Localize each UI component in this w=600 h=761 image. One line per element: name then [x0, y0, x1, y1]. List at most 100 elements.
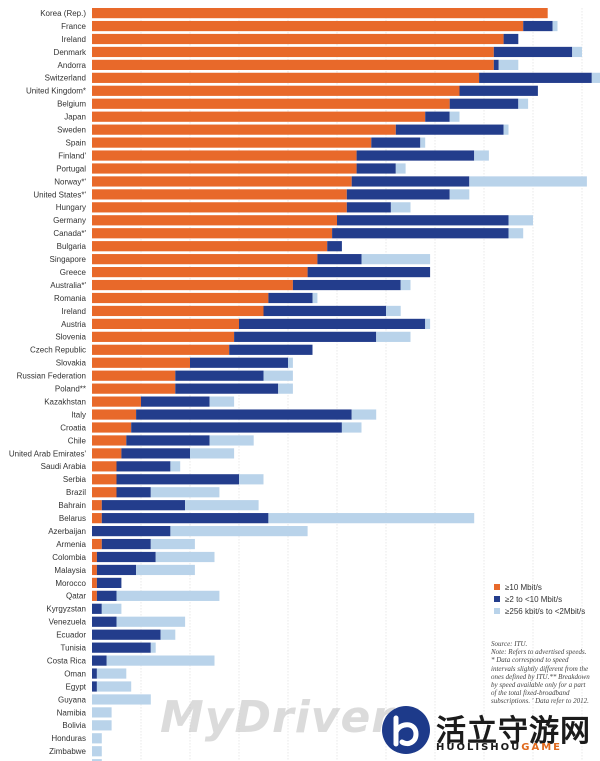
- legend-label-low: ≥256 kbit/s to <2Mbit/s: [505, 607, 585, 616]
- bar-segment-mid: [96, 590, 117, 601]
- bar-segment-low: [239, 474, 264, 485]
- bar-segment-low: [268, 513, 475, 524]
- bar-segment-high: [92, 564, 97, 576]
- country-label: Australia*': [50, 281, 86, 290]
- watermark-mydrivers: MyDrivers: [160, 692, 422, 743]
- huolishou-logo-icon: [382, 706, 430, 754]
- country-label: Tunisia: [61, 644, 87, 653]
- country-label: Japan: [64, 113, 86, 122]
- bar-segment-mid: [503, 33, 519, 45]
- bar-segment-high: [92, 59, 494, 70]
- country-label: Hungary: [56, 203, 86, 212]
- bar-segment-mid: [493, 59, 499, 70]
- bar-segment-high: [92, 305, 264, 317]
- country-label: Denmark: [54, 48, 87, 57]
- bar-segment-high: [92, 241, 328, 252]
- country-label: Chile: [68, 436, 87, 445]
- bar-segment-high: [92, 551, 97, 563]
- country-label: Slovenia: [55, 333, 86, 342]
- bar-segment-mid: [116, 487, 151, 498]
- country-label: United Kingdom*: [26, 87, 86, 96]
- bar-segment-low: [351, 409, 377, 420]
- bar-segment-mid: [92, 681, 97, 692]
- bar-segment-high: [92, 422, 132, 433]
- legend-swatch-mid: [494, 596, 500, 602]
- legend-label-mid: ≥2 to <10 Mbit/s: [505, 595, 562, 604]
- bar-segment-high: [92, 357, 190, 368]
- bar-segment-mid: [395, 124, 504, 135]
- bar-segment-mid: [263, 305, 386, 317]
- bar-segment-low: [390, 202, 411, 213]
- bar-segment-mid: [92, 642, 151, 653]
- bar-segment-high: [92, 33, 504, 45]
- bar-segment-mid: [101, 513, 269, 524]
- bar-segment-low: [190, 448, 235, 459]
- country-label: Zimbabwe: [49, 747, 86, 756]
- bar-segment-mid: [268, 292, 313, 304]
- bar-segment-high: [92, 538, 102, 550]
- bar-segment-low: [150, 538, 195, 550]
- bar-segment-mid: [175, 370, 264, 381]
- country-label: Ireland: [62, 35, 86, 44]
- country-label: Namibia: [57, 708, 87, 717]
- bar-segment-low: [508, 215, 533, 226]
- bar-segment-mid: [317, 254, 362, 265]
- country-label: Russian Federation: [17, 372, 86, 381]
- bar-segment-mid: [175, 383, 279, 394]
- country-label: Kazakhstan: [44, 397, 86, 406]
- bar-segment-low: [449, 111, 460, 122]
- bar-segment-mid: [101, 500, 186, 511]
- bar-segment-mid: [126, 435, 210, 446]
- bar-segment-low: [209, 396, 235, 407]
- bar-segment-high: [92, 448, 122, 459]
- country-labels: Korea (Rep.) France Ireland Denmark Andorra S…: [9, 9, 87, 761]
- bar-segment-low: [209, 435, 254, 446]
- bar-segment-mid: [96, 551, 156, 563]
- bar-segment-mid: [229, 344, 313, 355]
- bar-segment-low: [395, 163, 406, 174]
- bar-segment-mid: [292, 279, 401, 291]
- bar-segment-low: [116, 590, 220, 601]
- bar-segment-low: [160, 629, 176, 640]
- bar-segment-low: [420, 137, 426, 148]
- bar-segment-low: [474, 150, 489, 161]
- bar-segment-mid: [136, 409, 352, 420]
- bar-segment-high: [92, 150, 357, 161]
- country-label: Belgium: [57, 100, 86, 109]
- bar-segment-high: [92, 254, 318, 265]
- bar-segment-high: [92, 189, 347, 200]
- country-label: Singapore: [50, 255, 87, 264]
- bar-segment-mid: [459, 85, 538, 96]
- bar-segment-high: [92, 267, 308, 278]
- bar-segment-low: [92, 707, 112, 718]
- bar-segment-high: [92, 344, 230, 355]
- bar-segment-low: [116, 616, 186, 627]
- bar-segment-low: [106, 655, 215, 666]
- country-label: Ecuador: [56, 631, 86, 640]
- bar-segment-high: [92, 228, 333, 239]
- bar-series: [92, 8, 600, 761]
- bar-segment-mid: [96, 564, 137, 576]
- gridlines: [140, 8, 583, 761]
- bar-segment-mid: [332, 228, 509, 239]
- bar-segment-mid: [234, 331, 377, 342]
- bar-segment-mid: [121, 448, 190, 459]
- bar-segment-low: [386, 305, 401, 317]
- legend-swatch-low: [494, 608, 500, 614]
- bar-segment-high: [92, 474, 117, 485]
- bar-segment-high: [92, 435, 127, 446]
- country-label: Germany: [53, 216, 86, 225]
- bar-segment-mid: [327, 241, 342, 252]
- country-label: Bulgaria: [57, 242, 87, 251]
- bar-segment-low: [400, 279, 411, 291]
- bar-segment-low: [503, 124, 509, 135]
- country-label: Costa Rica: [47, 656, 87, 665]
- bar-segment-high: [92, 318, 239, 329]
- bar-segment-low: [288, 357, 293, 368]
- bar-segment-mid: [425, 111, 450, 122]
- bar-segment-low: [263, 370, 293, 381]
- country-label: Norway*': [54, 177, 86, 186]
- bar-segment-low: [92, 733, 102, 744]
- bar-segment-high: [92, 383, 176, 394]
- bar-segment-low: [92, 746, 102, 757]
